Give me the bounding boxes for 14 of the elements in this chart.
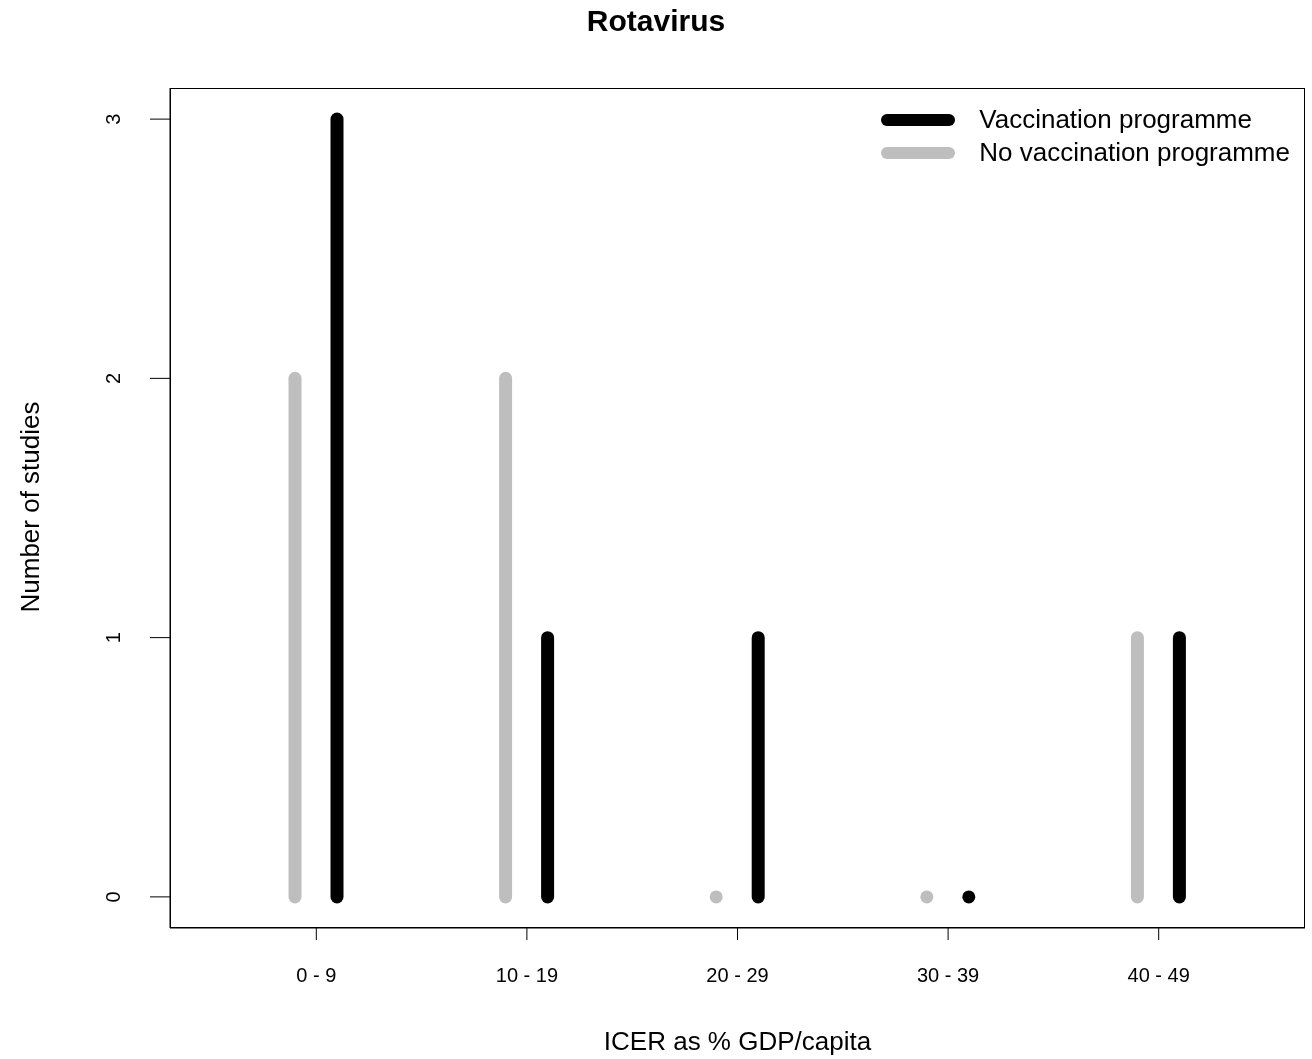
y-tick-label: 1 [102,632,124,644]
y-tick-label: 0 [102,891,124,903]
x-tick-label: 20 - 29 [706,964,769,986]
x-axis-title: ICER as % GDP/capita [602,1026,873,1057]
y-axis-title: Number of studies [14,401,46,613]
chart-title: Rotavirus [585,4,727,38]
legend-label: Vaccination programme [979,103,1252,136]
y-tick-label: 2 [102,372,124,384]
x-tick-label: 0 - 9 [296,964,337,986]
x-tick-label: 10 - 19 [495,964,559,986]
y-tick-label: 3 [102,113,124,125]
x-tick-label: 40 - 49 [1127,964,1190,986]
x-tick-label: 30 - 39 [916,964,980,986]
legend-label: No vaccination programme [979,136,1290,169]
